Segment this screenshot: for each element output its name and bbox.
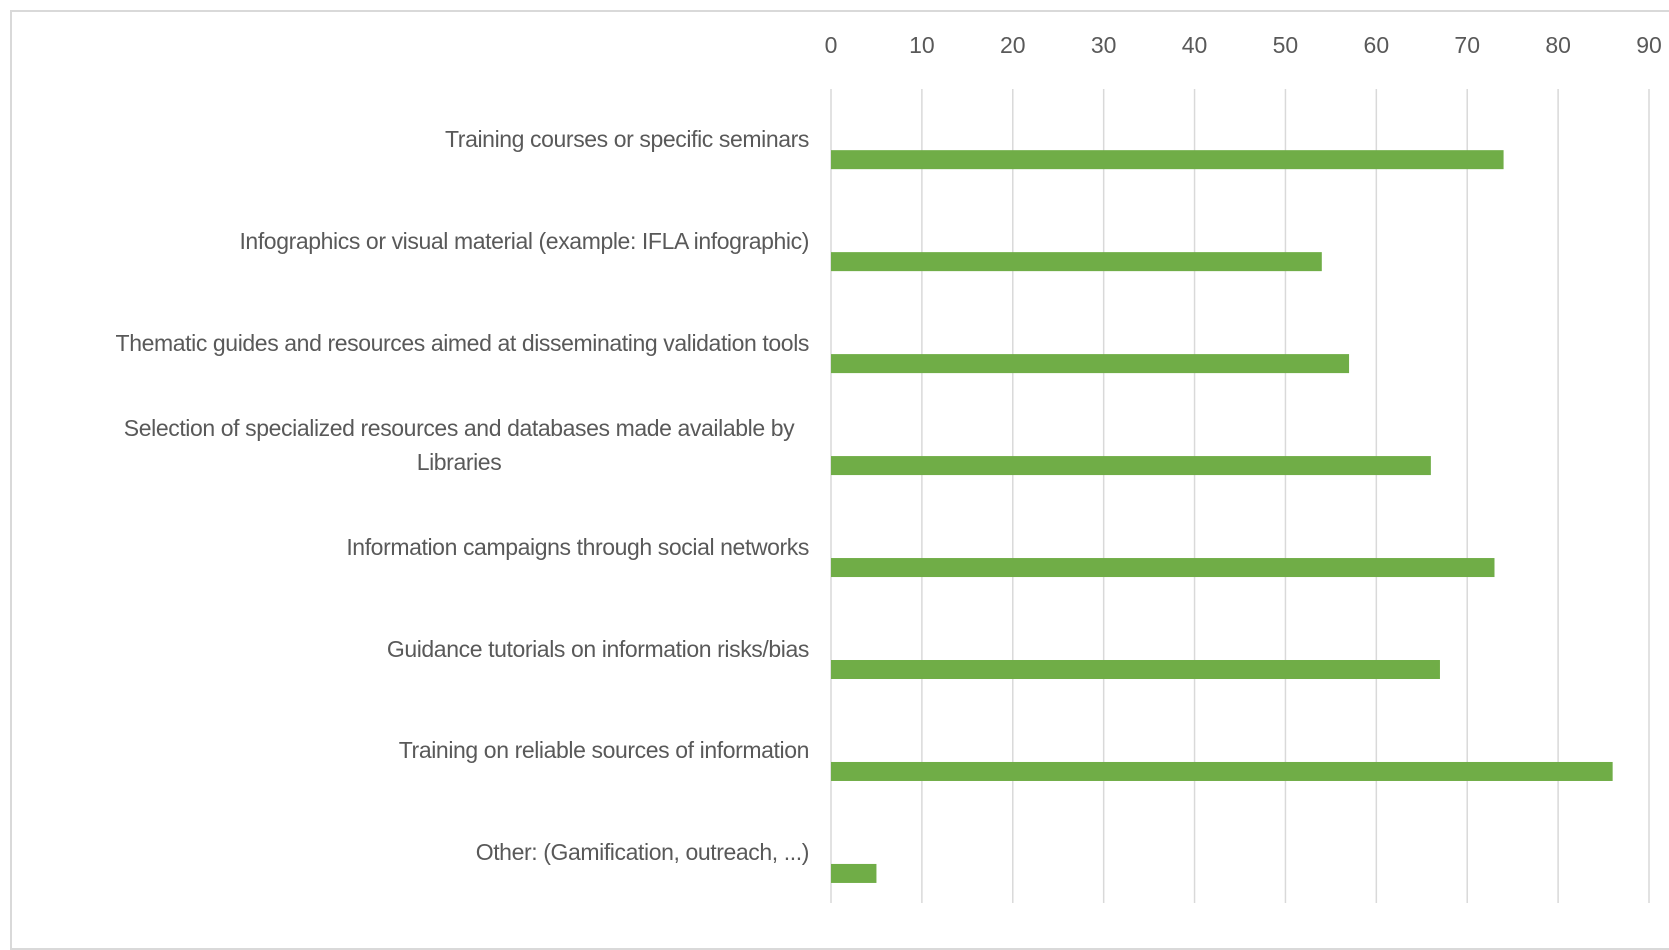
category-label: Information campaigns through social net… xyxy=(346,533,809,560)
x-tick-label: 30 xyxy=(1091,32,1117,58)
bar xyxy=(831,660,1440,680)
x-tick-label: 40 xyxy=(1182,32,1208,58)
category-label: Thematic guides and resources aimed at d… xyxy=(115,329,810,356)
x-tick-label: 60 xyxy=(1364,32,1390,58)
category-label: Guidance tutorials on information risks/… xyxy=(386,635,810,662)
category-label: Training on reliable sources of informat… xyxy=(398,737,810,764)
category-label: Infographics or visual material (example… xyxy=(239,227,809,254)
x-tick-label: 0 xyxy=(825,32,838,58)
category-label: Selection of specialized resources and d… xyxy=(123,414,795,475)
x-tick-label: 80 xyxy=(1545,32,1571,58)
bar xyxy=(831,354,1350,374)
x-tick-label: 70 xyxy=(1454,32,1480,58)
x-tick-label: 90 xyxy=(1636,32,1662,58)
x-tick-label: 20 xyxy=(1000,32,1026,58)
x-tick-label: 50 xyxy=(1273,32,1299,58)
bar xyxy=(831,456,1431,476)
bar xyxy=(831,863,877,883)
category-label: Training courses or specific seminars xyxy=(445,125,809,152)
bar xyxy=(831,558,1495,578)
bar xyxy=(831,150,1504,170)
category-label: Other: (Gamification, outreach, ...) xyxy=(475,839,810,866)
bar xyxy=(831,761,1613,781)
bar xyxy=(831,252,1322,272)
x-tick-label: 10 xyxy=(909,32,935,58)
chart: 0 10 20 30 40 50 60 70 80 90 xyxy=(825,32,1662,903)
